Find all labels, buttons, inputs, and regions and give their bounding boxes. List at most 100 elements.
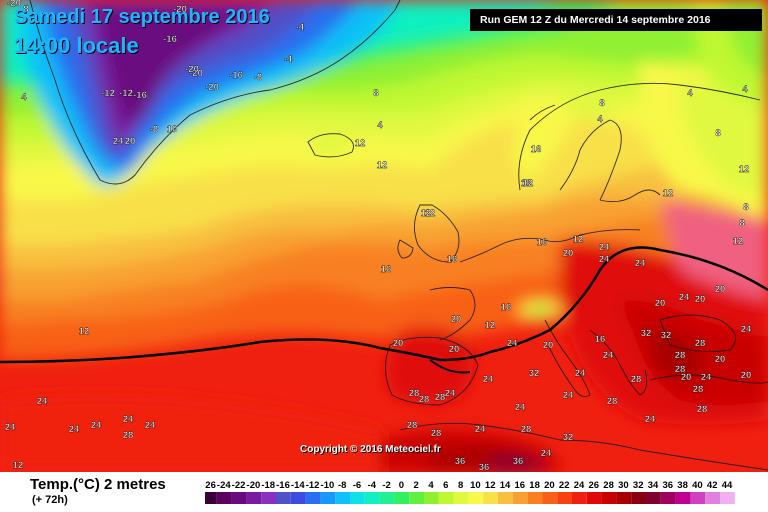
temperature-value: 8 (373, 88, 378, 99)
temperature-value: 4 (597, 114, 603, 125)
scale-value: 22 (559, 480, 570, 491)
temperature-value: 24 (563, 390, 574, 401)
temperature-value: -4 (296, 22, 305, 33)
temperature-value: 4 (21, 92, 27, 103)
scale-swatch (335, 492, 350, 504)
scale-value: -2 (382, 480, 390, 491)
temperature-value: 12 (13, 460, 24, 471)
scale-swatch (542, 492, 558, 504)
scale-value: -18 (261, 480, 275, 491)
scale-value: -8 (338, 480, 346, 491)
temperature-value: 12 (523, 178, 534, 189)
scale-swatch (453, 492, 469, 504)
temperature-value: 16 (447, 254, 458, 265)
scale-value: 6 (443, 480, 448, 491)
temperature-value: 24 (603, 350, 614, 361)
temperature-value: 20 (451, 314, 462, 325)
temperature-value: 20 (393, 338, 404, 349)
temperature-value: 28 (407, 420, 418, 431)
temperature-value: 12 (573, 234, 584, 245)
temperature-value: -16 (229, 70, 243, 81)
scale-value: 34 (648, 480, 659, 491)
temperature-value: 28 (695, 338, 706, 349)
scale-value: 36 (663, 480, 674, 491)
legend-subtitle: (+ 72h) (32, 494, 68, 506)
scale-value: 40 (692, 480, 703, 491)
temperature-value: -4 (284, 54, 293, 65)
temperature-value: 28 (409, 388, 420, 399)
scale-value: 20 (544, 480, 555, 491)
scale-swatch (557, 492, 572, 504)
temperature-value: 32 (641, 328, 652, 339)
temperature-value: 24 (645, 414, 656, 425)
temperature-value: -20 (173, 4, 187, 15)
scale-swatch (261, 492, 276, 504)
temperature-value: 24 (541, 448, 552, 459)
scale-value: 44 (722, 480, 733, 491)
temperature-value: 24 (475, 424, 486, 435)
temperature-value: 28 (607, 396, 618, 407)
temperature-value: 16 (531, 144, 542, 155)
temperature-value: 12 (79, 326, 90, 337)
temperature-value: 8 (743, 202, 748, 213)
scale-swatch (216, 492, 232, 504)
scale-value: -16 (276, 480, 290, 491)
temperature-value: 24 (145, 420, 156, 431)
temperature-value: 28 (123, 430, 134, 441)
scale-value: 16 (515, 480, 526, 491)
temperature-value: 20 (449, 344, 460, 355)
color-scale: -26-24-22-20-18-16-14-12-10-8-6-4-202468… (205, 480, 735, 504)
temperature-value: -8 (254, 72, 262, 83)
scale-swatch (364, 492, 380, 504)
scale-swatch (572, 492, 587, 504)
temperature-value: 36 (479, 462, 490, 472)
scale-swatch (231, 492, 247, 504)
temperature-value: -20 (205, 82, 219, 93)
scale-value: 32 (633, 480, 644, 491)
temperature-value: 24 (599, 254, 610, 265)
temperature-value: 20 (681, 372, 692, 383)
temperature-value: 20 (563, 248, 574, 259)
temperature-value: 4 (742, 84, 748, 95)
scale-swatch (601, 492, 617, 504)
scale-value: 2 (414, 480, 419, 491)
scale-swatch (468, 492, 484, 504)
temperature-value: 24 (5, 422, 16, 433)
temperature-value: 24 (741, 324, 752, 335)
scale-swatch (527, 492, 543, 504)
temperature-value: 12 (421, 208, 432, 219)
temperature-value: 24 (635, 258, 646, 269)
temperature-value: 32 (563, 432, 574, 443)
temperature-value: 32 (661, 330, 672, 341)
scale-swatch (320, 492, 336, 504)
temperature-value: 4 (377, 120, 383, 131)
scale-value: 38 (677, 480, 688, 491)
scale-swatch (631, 492, 646, 504)
temperature-value: -20 (185, 64, 199, 75)
temperature-value: 8 (715, 128, 720, 139)
legend-title: Temp.(°C) 2 metres (30, 476, 166, 493)
temperature-value: 24 (575, 368, 586, 379)
scale-value: 26 (589, 480, 600, 491)
scale-value: 30 (618, 480, 629, 491)
temperature-value: 24 (123, 414, 134, 425)
temperature-value: 28 (693, 384, 704, 395)
scale-value: 28 (603, 480, 614, 491)
temperature-value: 28 (697, 404, 708, 415)
temperature-value: 28 (435, 392, 446, 403)
temperature-value: 24 (445, 388, 456, 399)
scale-swatch (246, 492, 262, 504)
scale-swatch (438, 492, 454, 504)
scale-value: -24 (217, 480, 231, 491)
temperature-value: 16 (537, 237, 548, 248)
scale-swatch (290, 492, 306, 504)
temperature-value: 20 (715, 354, 726, 365)
scale-swatch (409, 492, 424, 504)
temperature-value: 12 (739, 164, 750, 175)
scale-swatch (660, 492, 676, 504)
temperature-value: 20 (125, 136, 136, 147)
temperature-value: 24 (599, 242, 610, 253)
forecast-time: 14:00 locale (14, 33, 139, 58)
scale-value: -10 (321, 480, 335, 491)
temperature-value: 24 (91, 420, 102, 431)
